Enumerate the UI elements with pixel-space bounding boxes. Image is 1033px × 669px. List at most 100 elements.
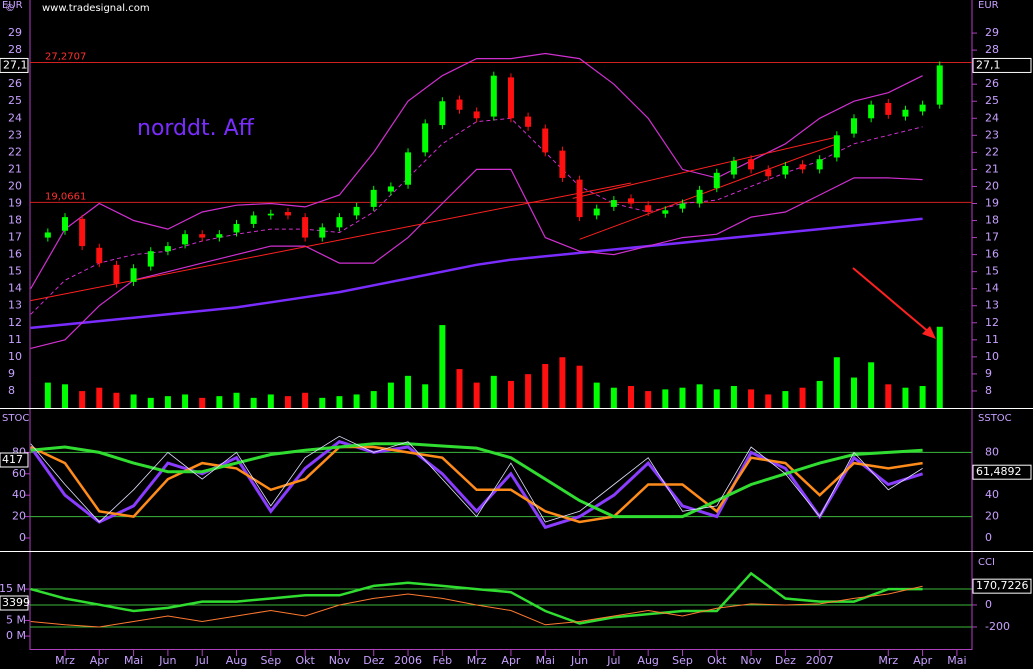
x-tick-label: Sep (672, 654, 693, 667)
y-tick-label: 24 (8, 111, 22, 124)
volume-bar (645, 391, 652, 408)
volume-bar (713, 389, 720, 408)
value-box-label: 27,1 (976, 58, 1001, 71)
reference-label: 19,0661 (45, 191, 86, 202)
value-box-label: 417 (2, 453, 23, 466)
y-tick-label: 23 (985, 128, 999, 141)
candle-body (576, 179, 583, 218)
value-box (0, 57, 29, 73)
x-tick-label: Feb (433, 654, 452, 667)
y-tick-label: 10 (985, 350, 999, 363)
volume-bar (456, 369, 463, 408)
candle-body (439, 101, 446, 126)
candle-body (799, 164, 806, 170)
y-tick-label: 17 (985, 231, 999, 244)
x-tick-label: Mai (124, 654, 143, 667)
volume-bar (44, 382, 51, 408)
y-tick-label: 9 (985, 367, 992, 380)
candle-body (713, 172, 720, 189)
overlay-line (30, 217, 923, 330)
y-tick-label: 26 (8, 77, 22, 90)
value-box (0, 452, 29, 468)
volume-bar (79, 391, 86, 408)
y-tick-label: 40 (12, 488, 26, 501)
x-tick-label: Sep (260, 654, 281, 667)
volume-bar (216, 396, 223, 408)
candle-body (696, 189, 703, 204)
candle-body (679, 203, 686, 209)
y-tick-label: 18 (8, 214, 22, 227)
candle-body (405, 152, 412, 185)
x-tick-label: Jun (158, 654, 176, 667)
copyright-mark: © (5, 3, 15, 14)
volume-bar (696, 384, 703, 408)
unit-right: EUR (978, 0, 999, 11)
volume-bar (284, 396, 291, 408)
y-tick-label: 20 (8, 179, 22, 192)
candle-body (542, 128, 549, 153)
candle-body (44, 232, 51, 238)
y-tick-label: 18 (985, 214, 999, 227)
volume-bar (422, 384, 429, 408)
y-tick-label: 29 (8, 26, 22, 39)
candle-body (250, 215, 257, 224)
indicator-line (30, 435, 923, 523)
y-tick-label: 29 (985, 26, 999, 39)
value-box-label: 170,7226 (976, 579, 1029, 592)
volume-bar (748, 389, 755, 408)
y-tick-label: 15 M (0, 582, 26, 595)
volume-bar (782, 391, 789, 408)
indicator-line (30, 585, 923, 628)
y2-tick-label: 0 (985, 598, 992, 611)
x-tick-label: Mrz (467, 654, 487, 667)
candle-body (662, 210, 669, 214)
volume-bar (439, 325, 446, 408)
volume-bar (610, 387, 617, 408)
y-tick-label: 25 (8, 94, 22, 107)
volume-bar (267, 394, 274, 408)
value-box-label: 3399 (2, 596, 30, 609)
candle-body (387, 186, 394, 192)
candle-body (79, 218, 86, 247)
candle-body (284, 212, 291, 216)
source: www.tradesignal.com (42, 3, 150, 14)
volume-bar (113, 392, 120, 408)
y-tick-label: 17 (8, 231, 22, 244)
volume-bar (730, 386, 737, 408)
indicator-line (30, 442, 923, 519)
candle-body (164, 246, 171, 252)
y-tick-label: 60 (12, 467, 26, 480)
candle-body (816, 159, 823, 170)
candle-body (525, 116, 532, 127)
x-tick-label: Mrz (55, 654, 75, 667)
candle-body (370, 189, 377, 207)
candle-body (730, 160, 737, 175)
value-box-label: 27,1 (3, 58, 28, 71)
candle-body (302, 217, 309, 238)
volume-bar (799, 387, 806, 408)
candle-body (628, 198, 635, 204)
trend-line (572, 136, 837, 199)
x-tick-label: Dez (775, 654, 796, 667)
reference-label: 27,2707 (45, 52, 86, 63)
y-tick-label: 20 (985, 179, 999, 192)
panel-label: CCI (978, 557, 995, 568)
candle-body (902, 109, 909, 117)
candle-body (456, 99, 463, 110)
candle-body (233, 223, 240, 233)
y-tick-label: 25 (985, 94, 999, 107)
volume-bar (182, 394, 189, 408)
y-tick-label: 9 (8, 367, 15, 380)
volume-bar (405, 375, 412, 408)
volume-bar (199, 397, 206, 408)
y-tick-label: 19 (8, 196, 22, 209)
candle-body (147, 251, 154, 267)
candle-body (936, 65, 943, 105)
y2-tick-label: -200 (985, 620, 1010, 633)
unit-left: EUR (2, 0, 23, 11)
y-tick-label: 24 (985, 111, 999, 124)
x-tick-label: Jul (606, 654, 620, 667)
x-tick-label: Mrz (878, 654, 898, 667)
volume-bar (919, 386, 926, 408)
